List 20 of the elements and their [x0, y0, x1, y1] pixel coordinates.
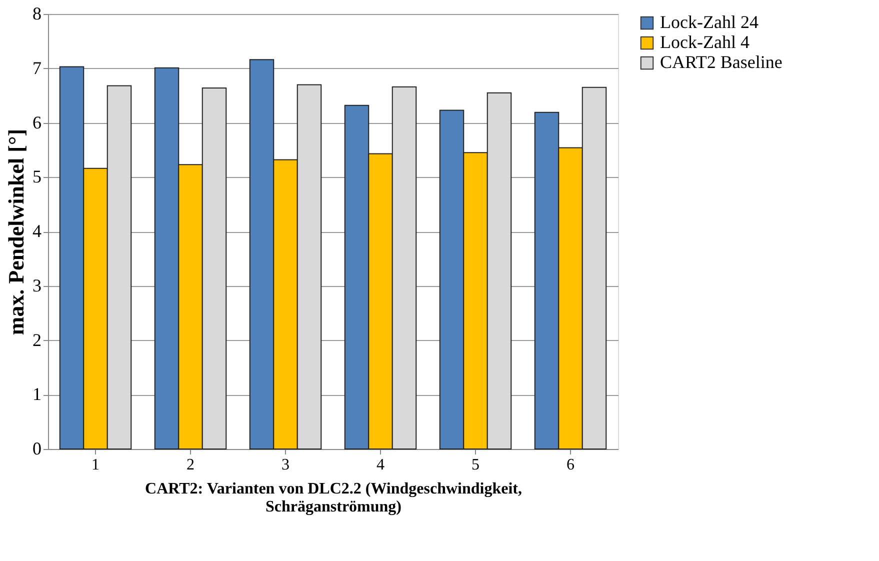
x-tick-label: 6 — [566, 456, 574, 474]
y-tick-label: 6 — [32, 112, 42, 132]
legend-label: Lock-Zahl 24 — [660, 12, 758, 32]
x-tick-label: 3 — [282, 456, 290, 474]
x-tick-label: 1 — [92, 456, 100, 474]
y-axis-title: max. Pendelwinkel [°] — [4, 128, 28, 336]
legend-label: CART2 Baseline — [660, 52, 782, 72]
x-axis-title: CART2: Varianten von DLC2.2 (Windgeschwindigkeit, Schräganströmung) — [145, 480, 522, 516]
legend-label: Lock-Zahl 4 — [660, 32, 750, 52]
x-tick-label: 5 — [472, 456, 480, 474]
x-tick-label: 2 — [186, 456, 194, 474]
y-tick-label: 1 — [32, 384, 42, 404]
x-tick-label: 4 — [376, 456, 384, 474]
y-tick-label: 5 — [32, 166, 42, 187]
y-tick-label: 4 — [32, 221, 42, 241]
y-tick-label: 7 — [32, 58, 42, 78]
y-tick-label: 2 — [32, 330, 42, 350]
y-tick-label: 0 — [32, 438, 42, 458]
y-tick-label: 3 — [32, 275, 42, 296]
y-tick-label: 8 — [32, 4, 42, 24]
